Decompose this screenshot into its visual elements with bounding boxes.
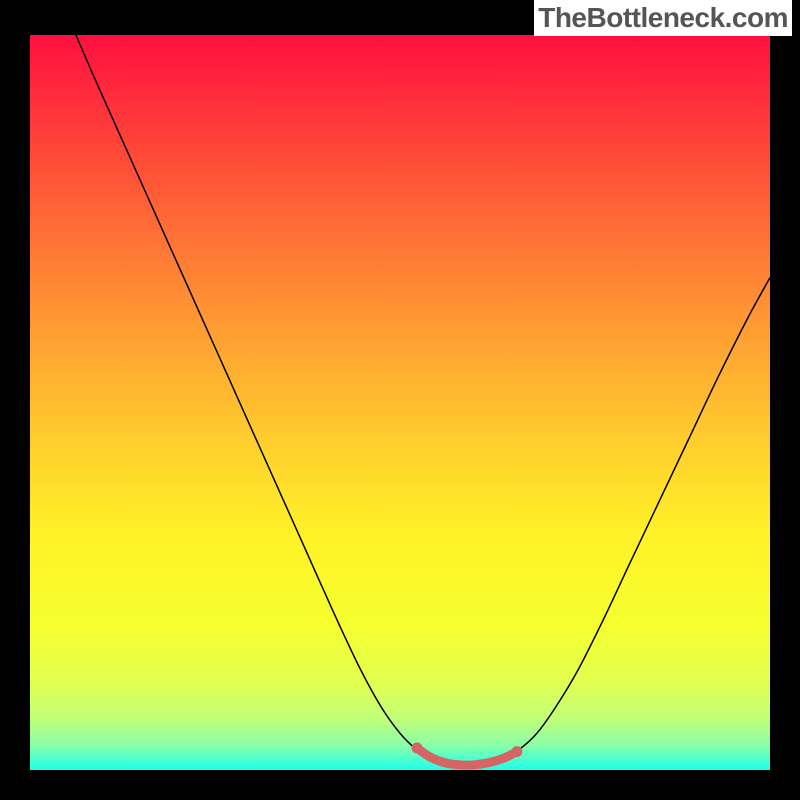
optimal-range-start-dot — [412, 742, 423, 753]
optimal-range-end-dot — [511, 746, 522, 757]
watermark-label: TheBottleneck.com — [534, 0, 792, 36]
bottleneck-chart — [0, 0, 800, 800]
plot-background — [30, 35, 770, 770]
